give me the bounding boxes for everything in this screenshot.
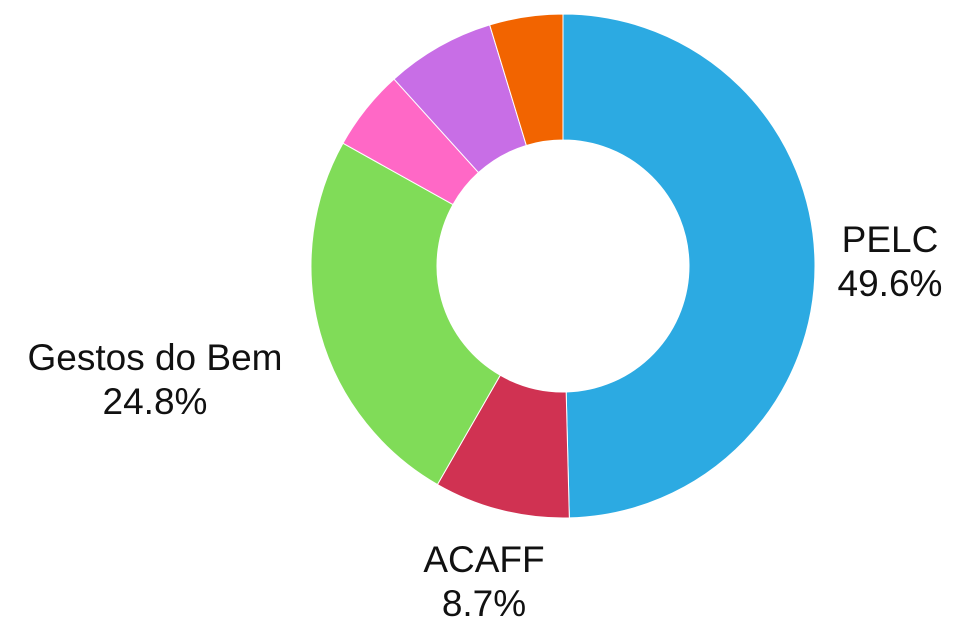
slice-6 — [489, 13, 564, 147]
slice-label-name: Gestos do Bem — [27, 337, 282, 378]
slice-label-value: 24.8% — [103, 381, 208, 422]
slice-pelc — [562, 13, 816, 519]
slice-gestos-do-bem — [310, 142, 501, 486]
slice-label-value: 49.6% — [838, 263, 943, 304]
slice-label-value: 8.7% — [442, 583, 526, 621]
slice-label-name: ACAFF — [423, 539, 544, 580]
slices-layer — [310, 13, 816, 519]
slice-label-name: PELC — [842, 219, 939, 260]
